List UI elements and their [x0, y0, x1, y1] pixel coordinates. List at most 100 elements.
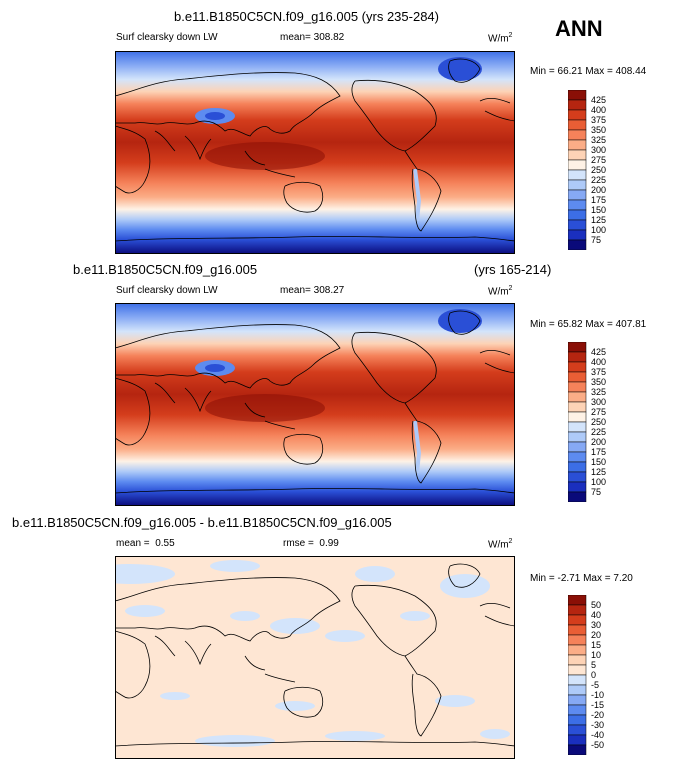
panel3-coastline	[115, 630, 151, 699]
panel1-colorbar-tick-label: 300	[591, 145, 606, 155]
panel2-colorbar-tick-label: 300	[591, 397, 606, 407]
panel3-negative-region	[160, 692, 190, 700]
panel3-colorbar-box	[568, 664, 587, 676]
panel3-negative-region	[270, 618, 320, 634]
panel3-coastline	[479, 602, 515, 627]
panel3-negative-region	[440, 574, 490, 598]
panel3-colorbar-tick-label: -5	[591, 680, 599, 690]
panel2-minmax: Min = 65.82 Max = 407.81	[530, 319, 647, 330]
panel3-negative-region	[275, 701, 315, 711]
panel2-colorbar-box	[568, 461, 587, 473]
panel3-negative-region	[325, 731, 385, 741]
panel1-title: b.e11.B1850C5CN.f09_g16.005 (yrs 235-284…	[174, 9, 439, 24]
panel3-colorbar-box	[568, 644, 587, 656]
panel2-colorbar-tick-label: 275	[591, 407, 606, 417]
panel1-andes	[413, 168, 422, 222]
panel3-colorbar-tick-label: 10	[591, 650, 601, 660]
panel3-colorbar-tick-label: 40	[591, 610, 601, 620]
panel3-colorbar-tick-label: -15	[591, 700, 604, 710]
panel1-colorbar-tick-label: 425	[591, 95, 606, 105]
panel2-coastline	[283, 433, 324, 465]
panel1-minmax: Min = 66.21 Max = 408.44	[530, 66, 647, 77]
panel1-colorbar-tick-label: 175	[591, 195, 606, 205]
panel2-years: (yrs 165-214)	[474, 262, 552, 277]
panel3-negative-region	[480, 729, 510, 739]
panel1-coastline	[115, 72, 341, 137]
panel1-coastline	[244, 150, 296, 178]
panel2-coastline	[244, 402, 296, 430]
panel1-coastline	[154, 130, 212, 161]
panel1-greenland-low	[438, 57, 482, 81]
panel3-colorbar-box	[568, 624, 587, 636]
panel1-colorbar: 4254003753503253002752502252001751501251…	[568, 90, 606, 250]
panel1-colorbar-box	[568, 219, 587, 231]
panel3-colorbar-tick-label: -10	[591, 690, 604, 700]
panel2-colorbar-tick-label: 250	[591, 417, 606, 427]
panel3-colorbar-tick-label: -20	[591, 710, 604, 720]
panel3-colorbar-box	[568, 604, 587, 616]
panel1-colorbar-box	[568, 239, 587, 250]
panel1-coastline	[115, 125, 151, 194]
panel2-coastline	[479, 349, 515, 374]
panel2-colorbar-tick-label: 125	[591, 467, 606, 477]
panel2-frame	[115, 303, 515, 506]
panel1-colorbar-box	[568, 169, 587, 181]
panel2-colorbar-box	[568, 381, 587, 393]
panel3-colorbar-box	[568, 654, 587, 666]
panel3-negative-region	[210, 560, 260, 572]
panel2-coastline	[115, 377, 151, 446]
panel3-colorbar-box	[568, 674, 587, 686]
panel2-colorbar-box	[568, 342, 587, 353]
panel2-colorbar-box	[568, 361, 587, 373]
panel1-units: W/m2	[488, 32, 513, 45]
panel1-colorbar-tick-label: 350	[591, 125, 606, 135]
panel3-negative-region	[400, 611, 430, 621]
panel2-colorbar-tick-label: 175	[591, 447, 606, 457]
panel3-mean: mean = 0.55	[116, 538, 175, 549]
panel2-colorbar-box	[568, 401, 587, 413]
panel1-coastline	[448, 58, 481, 83]
panel1-colorbar-box	[568, 149, 587, 161]
panel1-colorbar-tick-label: 125	[591, 215, 606, 225]
panel3-colorbar-tick-label: 0	[591, 670, 596, 680]
panel3-negative-region	[195, 735, 275, 747]
panel3-coastline	[283, 686, 324, 718]
panel2-title: b.e11.B1850C5CN.f09_g16.005	[73, 262, 258, 277]
panel1-coastline	[115, 236, 515, 242]
panel2-colorbar-box	[568, 431, 587, 443]
panel1-tibet-core	[205, 112, 225, 120]
panel1-colorbar-tick-label: 75	[591, 235, 601, 245]
panel1-colorbar-tick-label: 325	[591, 135, 606, 145]
panel2-colorbar-box	[568, 391, 587, 403]
panel2-colorbar-box	[568, 471, 587, 483]
panel3-colorbar-box	[568, 684, 587, 696]
panel2-colorbar: 4254003753503253002752502252001751501251…	[568, 342, 606, 502]
panel3-coastline	[448, 563, 481, 588]
panel3-colorbar-tick-label: 20	[591, 630, 601, 640]
panel1-colorbar-box	[568, 189, 587, 201]
panel1-colorbar-box	[568, 119, 587, 131]
panel3-coastline	[154, 635, 212, 666]
panel3-colorbar-box	[568, 595, 587, 606]
season-label: ANN	[555, 16, 603, 41]
panel2-colorbar-box	[568, 411, 587, 423]
panel2-colorbar-tick-label: 375	[591, 367, 606, 377]
panel3-colorbar-tick-label: -50	[591, 740, 604, 750]
panel1-colorbar-tick-label: 200	[591, 185, 606, 195]
panel1-colorbar-box	[568, 99, 587, 111]
panel2-colorbar-tick-label: 425	[591, 347, 606, 357]
panel2-greenland-low	[438, 309, 482, 333]
panel3-minmax: Min = -2.71 Max = 7.20	[530, 573, 633, 584]
panel1-colorbar-box	[568, 229, 587, 241]
panel1-colorbar-box	[568, 129, 587, 141]
panel2-colorbar-tick-label: 150	[591, 457, 606, 467]
panel1-colorbar-tick-label: 375	[591, 115, 606, 125]
panel2-coastline	[404, 402, 442, 484]
panel1-mean: mean= 308.82	[280, 32, 345, 43]
panel2-variable: Surf clearsky down LW	[116, 285, 218, 296]
panel1-frame	[115, 51, 515, 254]
panel3-coastline	[115, 577, 341, 642]
panel1-colorbar-box	[568, 90, 587, 101]
panel3-colorbar-box	[568, 704, 587, 716]
panel2-colorbar-tick-label: 75	[591, 487, 601, 497]
